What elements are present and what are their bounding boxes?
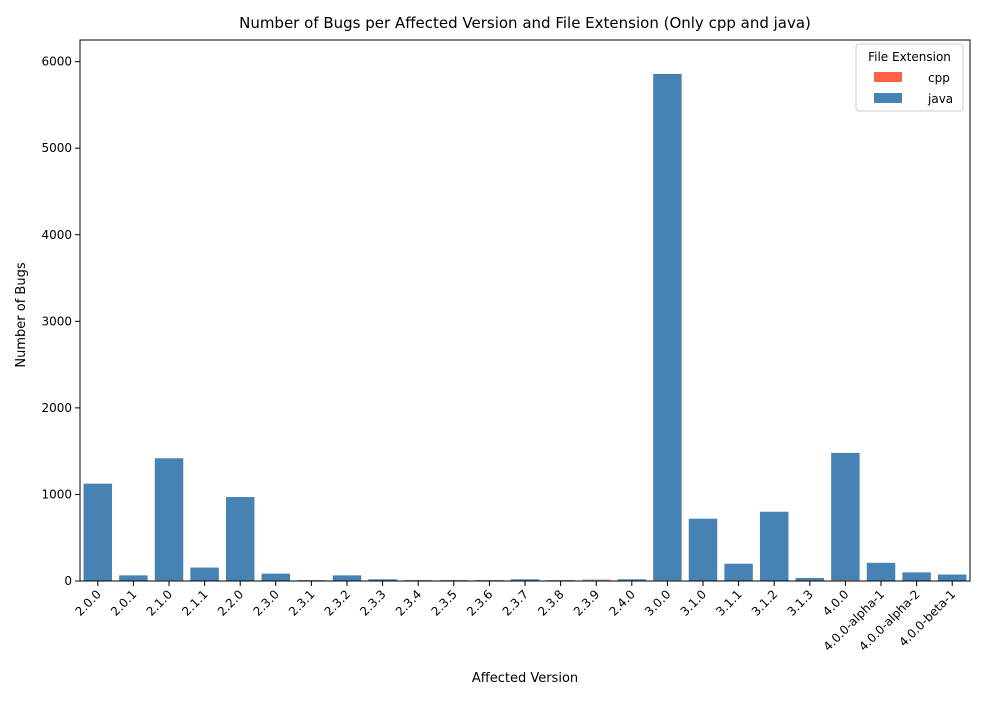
bar-java-2.0.0 — [84, 484, 112, 581]
legend-title: File Extension — [868, 50, 951, 64]
x-tick-label: 3.1.2 — [749, 587, 780, 618]
bar-java-2.3.0 — [262, 574, 290, 581]
x-tick-label: 2.3.6 — [464, 587, 495, 618]
bar-java-3.1.2 — [760, 512, 788, 581]
x-tick-label: 2.2.0 — [215, 587, 246, 618]
x-tick-label: 3.0.0 — [642, 587, 673, 618]
x-tick-label: 4.0.0 — [820, 587, 851, 618]
x-tick-label: 2.3.8 — [535, 587, 566, 618]
x-axis-label: Affected Version — [472, 671, 578, 686]
bars-group — [84, 74, 967, 581]
legend-swatch-java — [874, 93, 902, 103]
y-tick-label: 0 — [64, 574, 72, 588]
x-tick-label: 2.3.4 — [393, 587, 424, 618]
x-tick-label: 2.0.1 — [108, 587, 139, 618]
y-tick-label: 3000 — [41, 314, 72, 328]
y-tick-label: 5000 — [41, 141, 72, 155]
chart-title: Number of Bugs per Affected Version and … — [239, 14, 811, 32]
bar-java-2.3.2 — [333, 575, 361, 581]
y-tick-label: 6000 — [41, 55, 72, 69]
x-tick-label: 2.0.0 — [72, 587, 103, 618]
bar-java-2.2.0 — [226, 497, 254, 581]
legend-swatch-cpp — [874, 72, 902, 82]
x-tick-label: 2.3.5 — [428, 587, 459, 618]
x-tick-label: 3.1.0 — [678, 587, 709, 618]
x-tick-label: 2.1.1 — [179, 587, 210, 618]
x-tick-label: 2.3.0 — [250, 587, 281, 618]
bar-java-3.1.1 — [724, 564, 752, 581]
x-tick-label: 2.1.0 — [144, 587, 175, 618]
x-tick-label: 2.4.0 — [606, 587, 637, 618]
legend-label-java: java — [927, 92, 953, 106]
bar-java-2.1.0 — [155, 458, 183, 580]
bar-java-4.0.0-alpha-2 — [902, 572, 930, 581]
y-tick-label: 1000 — [41, 487, 72, 501]
legend-label-cpp: cpp — [928, 71, 950, 85]
legend: File Extension cpp java — [856, 44, 963, 111]
bar-java-4.0.0 — [831, 453, 859, 580]
bar-java-2.1.1 — [190, 568, 218, 581]
x-tick-label: 2.3.9 — [571, 587, 602, 618]
x-tick-label: 3.1.3 — [784, 587, 815, 618]
bar-java-3.0.0 — [653, 74, 681, 580]
bar-java-4.0.0-beta-1 — [938, 575, 966, 581]
y-axis-label: Number of Bugs — [14, 262, 29, 367]
bar-java-4.0.0-alpha-1 — [867, 563, 895, 581]
y-tick-label: 4000 — [41, 228, 72, 242]
x-tick-label: 2.3.7 — [500, 587, 531, 618]
x-tick-label: 2.3.2 — [322, 587, 353, 618]
bar-java-2.0.1 — [119, 575, 147, 581]
x-tick-label: 2.3.3 — [357, 587, 388, 618]
x-tick-label: 2.3.1 — [286, 587, 317, 618]
y-tick-label: 2000 — [41, 401, 72, 415]
bar-java-3.1.0 — [689, 519, 717, 581]
x-tick-label: 3.1.1 — [713, 587, 744, 618]
